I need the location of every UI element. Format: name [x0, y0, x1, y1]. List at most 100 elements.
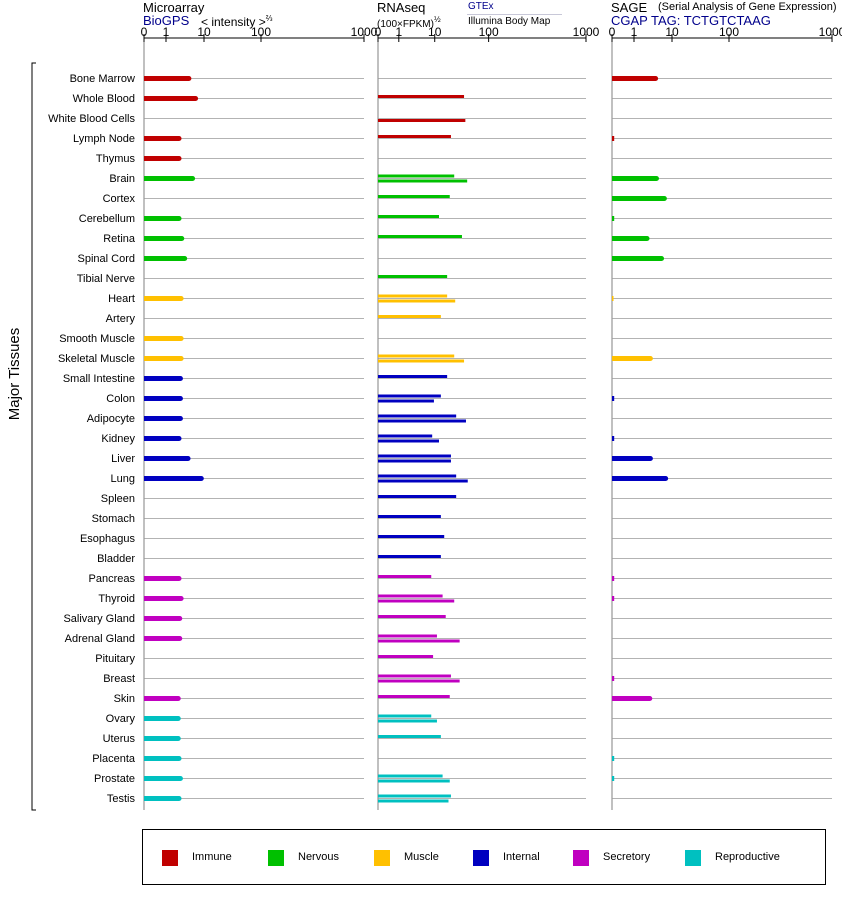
rnaseq-illumina-bar — [378, 799, 449, 803]
tissue-label: Tibial Nerve — [77, 273, 135, 285]
microarray-bar-cap — [177, 416, 183, 421]
tissue-label: Stomach — [92, 513, 135, 525]
rnaseq-gtex-bar — [378, 215, 439, 218]
microarray-tick-label-1000: 1000 — [351, 25, 378, 39]
rnaseq-tick-label-1000: 1000 — [573, 25, 600, 39]
rnaseq-gtex-bar — [378, 375, 448, 378]
rnaseq-illumina-bar — [378, 459, 451, 463]
tissue-label: Adrenal Gland — [65, 633, 135, 645]
microarray-bar-cap — [176, 156, 182, 161]
tissue-label: Brain — [109, 173, 135, 185]
microarray-bar — [144, 576, 180, 581]
microarray-bar-cap — [176, 576, 182, 581]
microarray-bar — [144, 376, 181, 381]
rnaseq-illumina-bar — [378, 679, 460, 683]
rnaseq-gtex-bar — [378, 655, 434, 658]
tissue-label: Breast — [103, 673, 135, 685]
microarray-bar — [144, 76, 189, 81]
tissue-label: Heart — [108, 293, 135, 305]
tissue-labels: Bone Marrow Whole Blood White Blood Cells L… — [48, 73, 136, 805]
rnaseq-tick-label-0: 0 — [375, 25, 382, 39]
tissue-label: Pancreas — [89, 573, 136, 585]
tissue-label: Cerebellum — [79, 213, 135, 225]
microarray-bar-cap — [178, 336, 184, 341]
microarray-bar-cap — [177, 396, 183, 401]
tissue-label: Salivary Gland — [63, 613, 135, 625]
sage-bar — [612, 136, 615, 141]
microarray-bar-cap — [178, 596, 184, 601]
microarray-bar — [144, 716, 179, 721]
sage-bar-cap — [659, 256, 665, 261]
row-gridlines — [144, 78, 832, 799]
microarray-bar-cap — [185, 456, 191, 461]
tissue-label: Lymph Node — [73, 133, 135, 145]
microarray-bar — [144, 456, 189, 461]
microarray-bar-cap — [198, 476, 204, 481]
tissue-label: Placenta — [92, 753, 136, 765]
rnaseq-gtex-bar — [378, 474, 457, 478]
legend-swatch-reproductive — [685, 850, 701, 866]
sage-bar — [612, 256, 662, 261]
sage-bar — [612, 676, 615, 681]
microarray-tick-label-100: 100 — [251, 25, 271, 39]
tissue-label: Spinal Cord — [78, 253, 135, 265]
rnaseq-gtex-bar — [378, 275, 448, 278]
rnaseq-unit-exponent: ½ — [433, 15, 441, 24]
rnaseq-tick-label-10: 10 — [428, 25, 442, 39]
sage-bar — [612, 176, 657, 181]
sage-bar-cap — [661, 196, 667, 201]
tissue-label: Pituitary — [95, 653, 135, 665]
tissue-label: Skeletal Muscle — [58, 353, 135, 365]
biogps-link[interactable]: BioGPS — [143, 13, 190, 28]
microarray-unit-exponent: ⅔ — [265, 14, 273, 23]
microarray-bar — [144, 236, 182, 241]
microarray-bar — [144, 356, 182, 361]
rnaseq-gtex-bar — [378, 95, 465, 98]
rnaseq-gtex-bar — [378, 135, 451, 138]
rnaseq-illumina-bar — [378, 419, 466, 423]
tissue-label: Adipocyte — [87, 413, 135, 425]
sage-bar-cap — [647, 456, 653, 461]
bar-marks — [144, 76, 669, 803]
sage-bar — [612, 296, 614, 301]
rnaseq-illumina-bar — [378, 599, 455, 603]
sage-bar-cap — [644, 236, 650, 241]
rnaseq-illumina-bar — [378, 639, 460, 643]
microarray-bar — [144, 476, 202, 481]
gtex-link[interactable]: GTEx — [468, 1, 494, 12]
microarray-bar — [144, 396, 181, 401]
microarray-title: Microarray — [143, 0, 205, 15]
microarray-bar-cap — [176, 136, 182, 141]
microarray-unit: < intensity >⅔ — [201, 14, 272, 29]
sage-bar — [612, 476, 666, 481]
microarray-bar-cap — [177, 376, 183, 381]
sage-bar — [612, 396, 615, 401]
rnaseq-gtex-bar — [378, 495, 457, 498]
legend-swatch-nervous — [268, 850, 284, 866]
sage-tick-label-0: 0 — [609, 25, 616, 39]
sage-bar — [612, 356, 651, 361]
microarray-bar-cap — [193, 96, 199, 101]
sage-tick-label-1: 1 — [631, 25, 638, 39]
illumina-label: Illumina Body Map — [468, 16, 551, 27]
rnaseq-unit: (100×FPKM)½ — [377, 15, 441, 30]
legend: Immune Nervous Muscle Internal Secretory… — [142, 829, 826, 885]
microarray-bar — [144, 696, 179, 701]
sage-bar-cap — [647, 696, 653, 701]
microarray-bar — [144, 336, 182, 341]
sage-bar — [612, 236, 648, 241]
sage-bar — [612, 216, 615, 221]
rnaseq-illumina-bar — [378, 779, 450, 783]
microarray-bar-cap — [175, 716, 181, 721]
cgap-tag-link[interactable]: CGAP TAG: TCTGTCTAAG — [611, 13, 771, 28]
microarray-bar — [144, 736, 179, 741]
microarray-bar — [144, 296, 182, 301]
tissue-label: Lung — [111, 473, 135, 485]
microarray-bar-cap — [179, 236, 185, 241]
tissue-label: Thymus — [96, 153, 136, 165]
sage-bar — [612, 696, 650, 701]
rnaseq-gtex-bar — [378, 354, 455, 358]
rnaseq-gtex-bar — [378, 634, 437, 638]
microarray-bar-cap — [177, 616, 183, 621]
tissue-label: Cortex — [103, 193, 136, 205]
